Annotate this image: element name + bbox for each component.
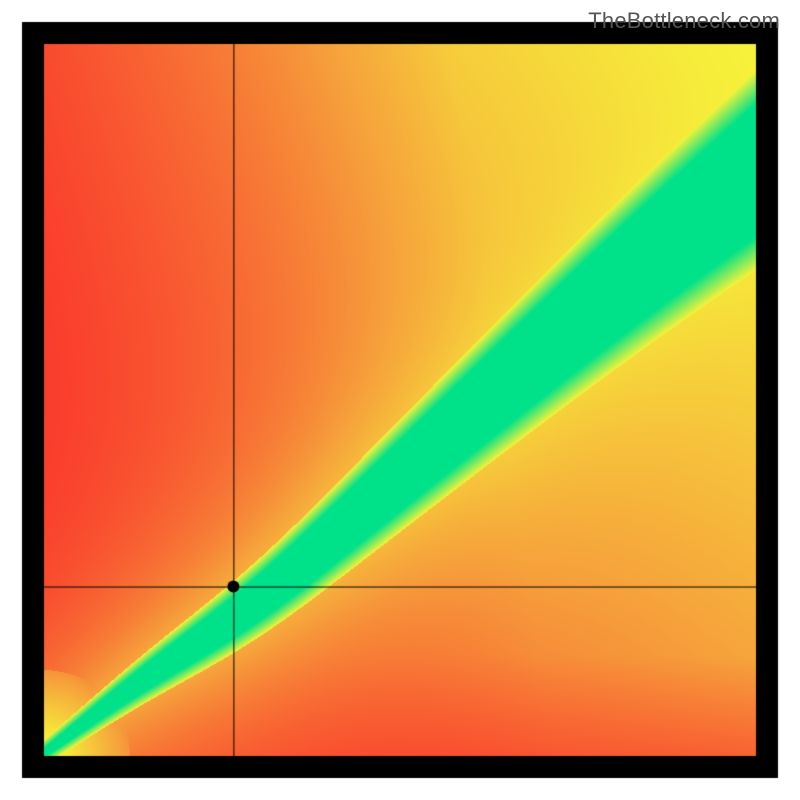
chart-container: TheBottleneck.com <box>0 0 800 800</box>
watermark-text: TheBottleneck.com <box>588 8 780 34</box>
bottleneck-heatmap <box>0 0 800 800</box>
